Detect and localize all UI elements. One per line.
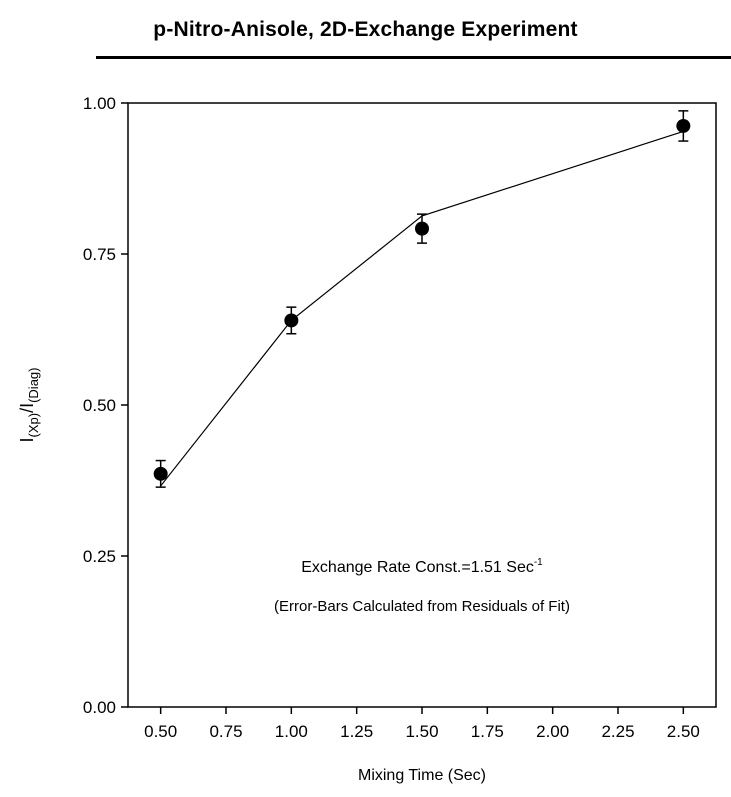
data-point	[284, 313, 299, 328]
fit-line	[160, 130, 684, 487]
x-tick-label: 2.00	[536, 722, 569, 741]
x-tick-label: 1.00	[275, 722, 308, 741]
annotation-error-bars: (Error-Bars Calculated from Residuals of…	[274, 598, 570, 615]
y-tick-label: 0.50	[83, 396, 116, 415]
data-series	[153, 110, 691, 488]
x-axis: 0.50 0.75 1.00 1.25 1.50 1.75 2.00 2.25 2.50	[144, 707, 700, 741]
chart-title: p-Nitro-Anisole, 2D-Exchange Experiment	[153, 18, 578, 41]
x-tick-label: 1.75	[471, 722, 504, 741]
data-point	[153, 466, 168, 481]
title-rule	[96, 56, 731, 59]
y-tick-label: 1.00	[83, 94, 116, 113]
y-axis: 0.00 0.25 0.50 0.75 1.00	[83, 94, 128, 717]
y-tick-label: 0.75	[83, 245, 116, 264]
plot-frame	[127, 102, 717, 708]
x-tick-label: 0.50	[144, 722, 177, 741]
x-tick-label: 2.25	[601, 722, 634, 741]
y-label-sub2: (Diag)	[26, 368, 41, 403]
y-tick-label: 0.00	[83, 698, 116, 717]
x-tick-label: 1.50	[405, 722, 438, 741]
annotation-rate-constant: Exchange Rate Const.=1.51 Sec-1	[301, 557, 543, 576]
y-label-sub1: (Xp)	[26, 413, 41, 438]
x-tick-label: 1.25	[340, 722, 373, 741]
data-point	[415, 221, 429, 236]
annotation-rate-sup: -1	[534, 557, 543, 568]
x-tick-label: 0.75	[209, 722, 242, 741]
y-label-mid: /I	[17, 403, 37, 413]
y-tick-label: 0.25	[83, 547, 116, 566]
fit-line-series	[160, 130, 684, 487]
y-axis-label: I(Xp)/I(Diag)	[17, 368, 41, 443]
x-tick-label: 2.50	[667, 722, 700, 741]
y-label-main: I	[17, 437, 37, 442]
annotation-rate-text: Exchange Rate Const.=1.51 Sec	[301, 559, 534, 576]
x-axis-label: Mixing Time (Sec)	[358, 767, 486, 784]
data-point	[676, 118, 691, 133]
